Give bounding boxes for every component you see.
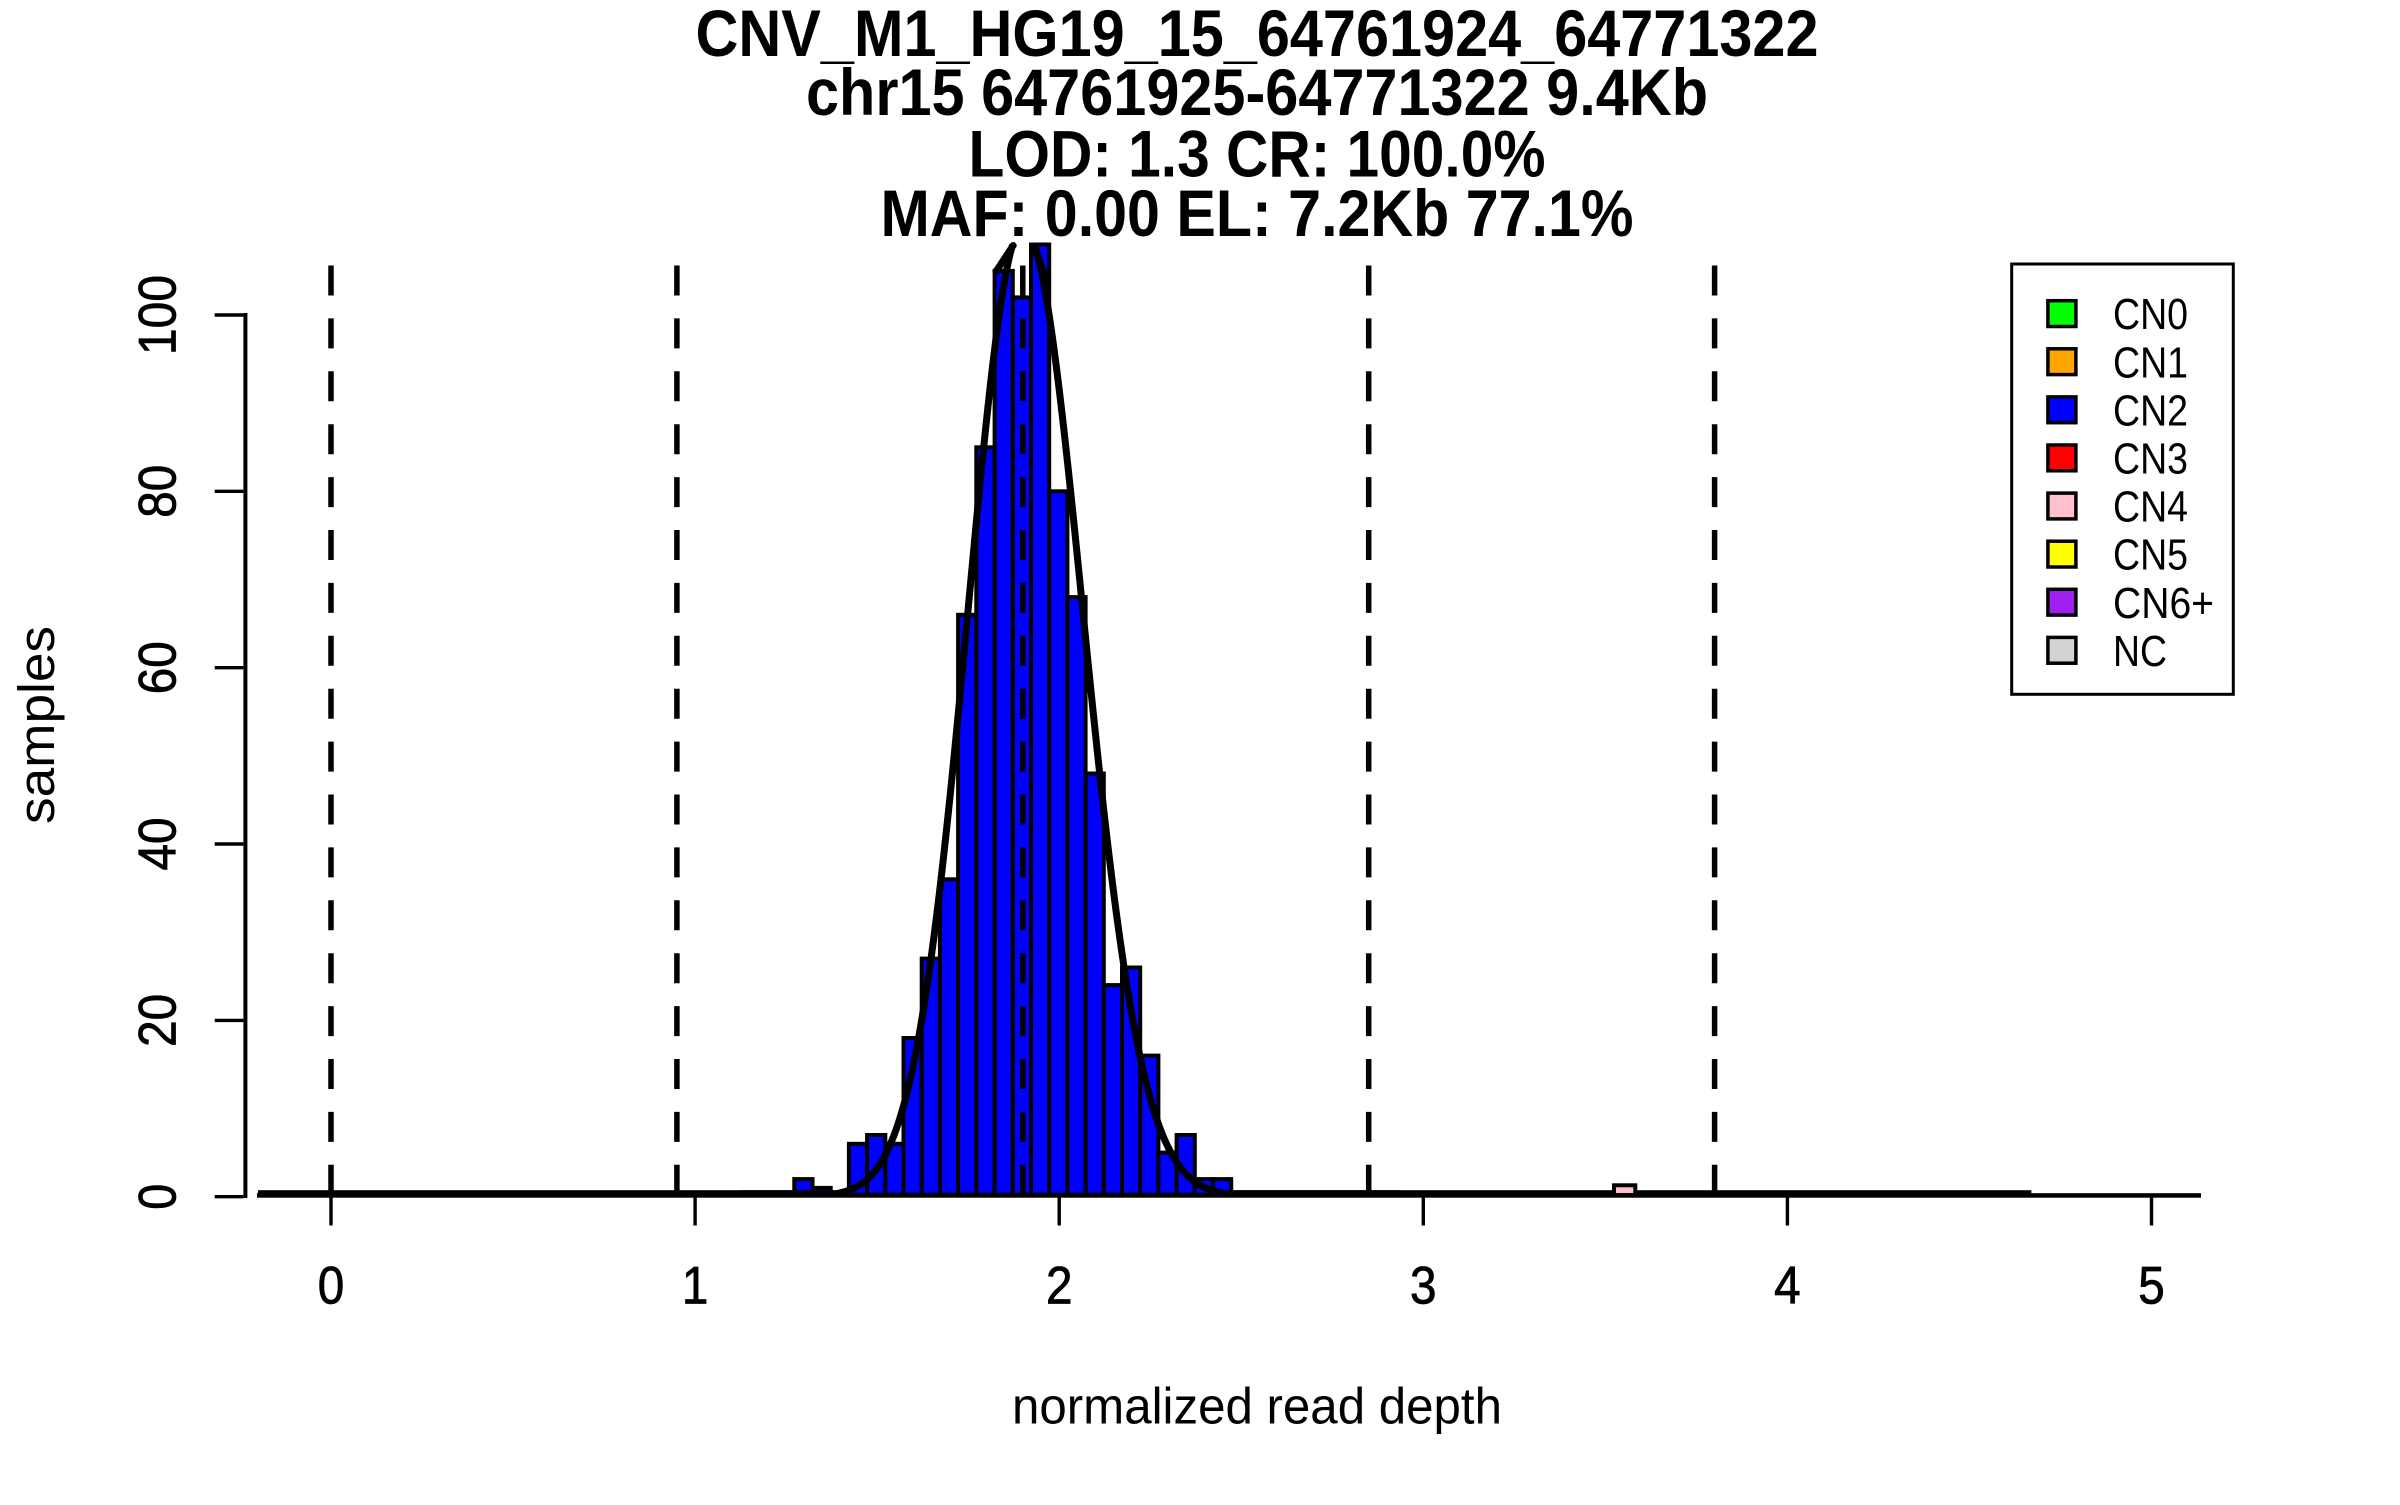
- svg-text:chr15 64761925-64771322 9.4Kb: chr15 64761925-64771322 9.4Kb: [806, 55, 1708, 129]
- svg-text:CN6+: CN6+: [2113, 579, 2214, 628]
- svg-text:0: 0: [128, 1184, 187, 1210]
- svg-text:CN5: CN5: [2113, 531, 2188, 580]
- svg-text:samples: samples: [8, 626, 65, 824]
- svg-text:60: 60: [128, 641, 187, 694]
- svg-text:100: 100: [128, 275, 187, 355]
- svg-text:5: 5: [2138, 1257, 2165, 1316]
- svg-text:3: 3: [1410, 1257, 1437, 1316]
- svg-text:2: 2: [1046, 1257, 1073, 1316]
- svg-text:CN4: CN4: [2113, 483, 2188, 532]
- svg-text:40: 40: [128, 818, 187, 871]
- svg-text:CN3: CN3: [2113, 435, 2188, 484]
- svg-text:0: 0: [318, 1257, 345, 1316]
- svg-text:CN2: CN2: [2113, 386, 2188, 435]
- svg-text:normalized read depth: normalized read depth: [1012, 1378, 1502, 1435]
- svg-text:NC: NC: [2113, 627, 2167, 676]
- svg-text:20: 20: [128, 994, 187, 1047]
- svg-text:LOD: 1.3 CR: 100.0%: LOD: 1.3 CR: 100.0%: [969, 116, 1546, 190]
- svg-text:CN0: CN0: [2113, 290, 2188, 339]
- svg-text:CN1: CN1: [2113, 338, 2188, 387]
- svg-text:MAF: 0.00 EL: 7.2Kb 77.1%: MAF: 0.00 EL: 7.2Kb 77.1%: [881, 176, 1634, 250]
- svg-text:4: 4: [1774, 1257, 1801, 1316]
- svg-text:80: 80: [128, 465, 187, 518]
- svg-text:CNV_M1_HG19_15_64761924_647713: CNV_M1_HG19_15_64761924_64771322: [696, 0, 1819, 70]
- svg-text:1: 1: [682, 1257, 709, 1316]
